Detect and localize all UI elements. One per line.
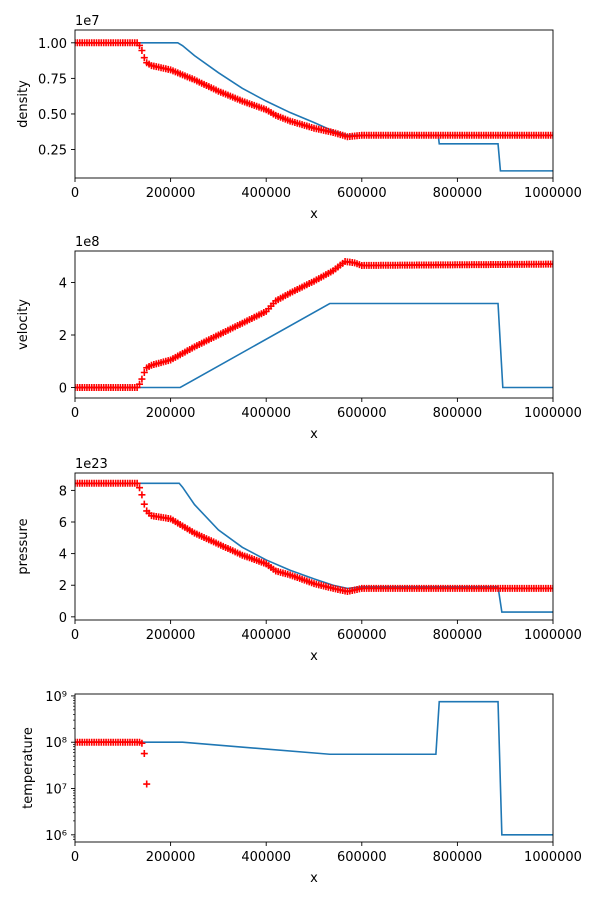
x-tick-label: 1000000 (524, 628, 582, 643)
offset-label: 1e23 (75, 457, 108, 472)
y-tick-label: 10⁹ (45, 690, 67, 705)
x-tick-label: 200000 (146, 850, 196, 865)
data-point-marker (138, 491, 146, 499)
x-axis-label: x (310, 207, 318, 222)
x-tick-label: 1000000 (524, 850, 582, 865)
y-tick-label: 10⁸ (45, 736, 67, 751)
x-tick-label: 0 (71, 850, 79, 865)
x-tick-label: 800000 (433, 628, 483, 643)
x-tick-label: 0 (71, 628, 79, 643)
y-tick-label: 2 (59, 329, 67, 344)
offset-label: 1e8 (75, 235, 100, 250)
x-tick-label: 800000 (433, 186, 483, 201)
series-group (75, 700, 553, 836)
data-point-marker (549, 260, 553, 268)
y-tick-label: 1.00 (38, 37, 67, 52)
y-tick-label: 8 (59, 484, 67, 499)
data-point-marker (138, 46, 146, 54)
x-tick-label: 0 (71, 406, 79, 421)
chart-panel-velocity: 0 200000 400000 600000 800000 1000000 0 2 4 1e8 x v… (16, 235, 582, 442)
data-point-marker (136, 41, 144, 49)
x-tick-label: 1000000 (524, 186, 582, 201)
x-tick-label: 400000 (241, 186, 291, 201)
x-tick-label: 600000 (337, 628, 387, 643)
x-tick-label: 400000 (241, 406, 291, 421)
plot-area (75, 30, 553, 178)
plot-area (75, 251, 553, 398)
x-axis-label: x (310, 649, 318, 664)
x-tick-label: 1000000 (524, 406, 582, 421)
series-group (75, 258, 553, 391)
x-axis-label: x (310, 427, 318, 442)
data-point-marker (140, 54, 148, 62)
axes-frame (74, 250, 554, 399)
series-group (75, 479, 553, 613)
x-tick-label: 600000 (337, 850, 387, 865)
x-tick-label: 400000 (241, 850, 291, 865)
series-group (75, 39, 553, 172)
chart-panel-pressure: 0 200000 400000 600000 800000 1000000 0 2 4 6 8 1e2… (16, 457, 582, 664)
x-tick-label: 800000 (433, 406, 483, 421)
y-tick-label: 10⁷ (45, 783, 67, 798)
data-point-marker (140, 750, 148, 758)
x-tick-label: 200000 (146, 186, 196, 201)
axes-frame (74, 693, 554, 843)
y-tick-label: 6 (59, 516, 67, 531)
data-point-marker (138, 739, 146, 747)
y-axis-label: velocity (16, 299, 31, 350)
axes-frame (74, 472, 554, 621)
y-axis-label: pressure (16, 518, 31, 574)
x-tick-label: 200000 (146, 628, 196, 643)
x-tick-label: 800000 (433, 850, 483, 865)
y-tick-label: 0.25 (38, 144, 67, 159)
data-point-marker (133, 479, 141, 487)
y-tick-label: 10⁶ (45, 829, 67, 844)
y-axis-label: temperature (21, 727, 36, 809)
data-point-marker (549, 131, 553, 139)
data-point-marker (136, 380, 144, 388)
series-line (75, 700, 553, 836)
data-point-marker (140, 500, 148, 508)
y-tick-label: 4 (59, 277, 67, 292)
offset-label: 1e7 (75, 14, 100, 29)
data-point-marker (138, 375, 146, 383)
y-tick-label: 0 (59, 611, 67, 626)
y-tick-label: 2 (59, 579, 67, 594)
plot-area (75, 694, 553, 842)
plot-area (75, 473, 553, 620)
series-line (75, 302, 553, 389)
y-tick-label: 0 (59, 382, 67, 397)
x-tick-label: 600000 (337, 406, 387, 421)
x-tick-label: 600000 (337, 186, 387, 201)
x-tick-label: 400000 (241, 628, 291, 643)
y-axis-label: density (16, 80, 31, 128)
chart-panel-temperature: 0 200000 400000 600000 800000 1000000 10⁶ 10⁷ 10… (21, 690, 582, 886)
data-point-marker (143, 780, 151, 788)
axes-frame (74, 29, 554, 179)
x-tick-label: 0 (71, 186, 79, 201)
x-tick-label: 200000 (146, 406, 196, 421)
series-line (75, 42, 553, 172)
x-axis-label: x (310, 871, 318, 886)
data-point-marker (549, 584, 553, 592)
data-point-marker (140, 369, 148, 376)
chart-panel-density: 0 200000 400000 600000 800000 1000000 0.25 0.50… (16, 14, 582, 222)
y-tick-label: 0.50 (38, 108, 67, 123)
data-point-marker (136, 484, 144, 492)
y-tick-label: 4 (59, 548, 67, 563)
y-tick-label: 0.75 (38, 72, 67, 87)
